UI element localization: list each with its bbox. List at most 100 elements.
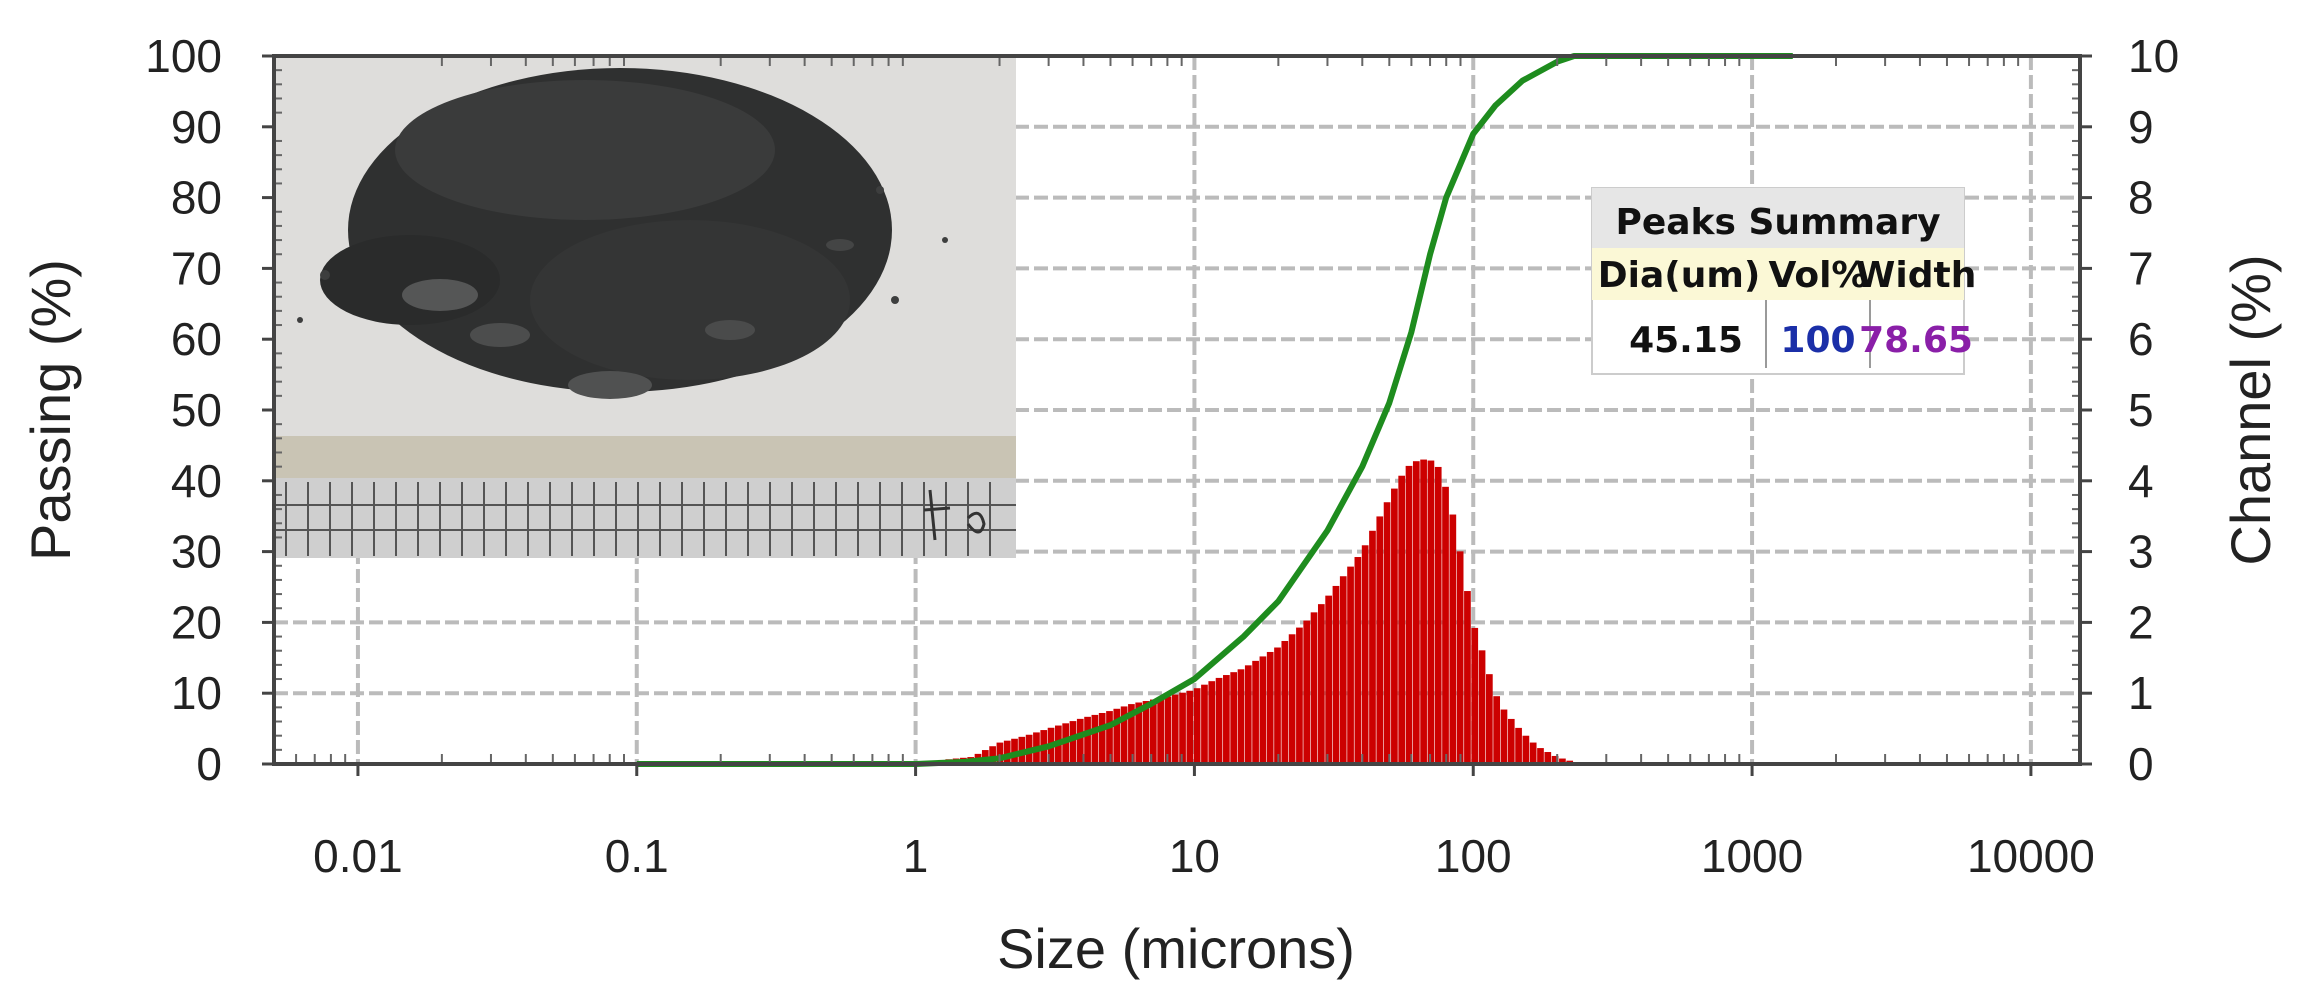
channel-bar	[1361, 545, 1369, 764]
channel-bar	[1376, 516, 1384, 764]
channel-bar	[1420, 459, 1427, 764]
channel-bar	[1369, 530, 1376, 764]
channel-bar	[1069, 721, 1077, 764]
y2-tick-label: 7	[2128, 242, 2154, 294]
y2-tick-label: 9	[2128, 101, 2154, 153]
channel-bar	[1332, 585, 1340, 764]
x-tick-label: 100	[1435, 830, 1512, 882]
channel-bar	[1091, 714, 1099, 764]
y2-tick-label: 0	[2128, 738, 2154, 790]
channel-bar	[1215, 677, 1223, 764]
channel-bar	[1201, 684, 1208, 764]
powder-photo-inset	[274, 56, 1016, 558]
channel-bar	[1149, 699, 1157, 764]
x-tick-label: 0.1	[605, 830, 669, 882]
channel-bar	[1515, 727, 1522, 764]
y2-tick-label: 5	[2128, 384, 2154, 436]
y-tick-label: 60	[171, 313, 222, 365]
channel-bar	[1522, 735, 1530, 764]
channel-bar	[1266, 651, 1274, 764]
channel-bar	[1244, 665, 1252, 764]
channel-bar	[1098, 712, 1106, 764]
channel-bar	[1405, 465, 1413, 764]
channel-bars	[624, 459, 1793, 764]
channel-bar	[1325, 595, 1332, 764]
y-tick-label: 80	[171, 172, 222, 224]
channel-bar	[1164, 696, 1172, 764]
channel-bar	[1500, 709, 1508, 764]
channel-bar	[1142, 701, 1150, 764]
passing-curve	[636, 53, 1793, 767]
channel-bar	[1427, 460, 1435, 764]
channel-bar	[1208, 681, 1216, 764]
channel-bar	[1259, 656, 1267, 764]
peaks-header-width: Width	[1856, 255, 1977, 296]
channel-bar	[1559, 758, 1566, 764]
y-tick-label: 70	[171, 242, 222, 294]
channel-bar	[1537, 748, 1544, 764]
peaks-value-dia: 45.15	[1629, 320, 1743, 361]
channel-bar	[1193, 688, 1201, 764]
channel-bar	[1062, 723, 1070, 764]
channel-bar	[1171, 694, 1179, 764]
y-tick-label: 10	[171, 667, 222, 719]
channel-bar	[1303, 620, 1311, 764]
y-tick-label: 20	[171, 596, 222, 648]
channel-bar	[1464, 591, 1471, 764]
channel-bar	[1544, 752, 1552, 764]
channel-bar	[1347, 566, 1354, 764]
channel-bar	[1274, 647, 1281, 764]
channel-bar	[1084, 716, 1091, 764]
y-tick-label: 90	[171, 101, 222, 153]
peaks-summary-table: Peaks Summary Dia(um) Vol% Width 45.15 1…	[1591, 187, 1977, 375]
channel-bar	[1478, 650, 1486, 764]
passing-curve-group	[636, 53, 1793, 767]
channel-bar	[1106, 711, 1113, 764]
channel-bar	[1120, 706, 1128, 764]
channel-bar	[1529, 742, 1537, 764]
channel-bar	[1237, 669, 1245, 764]
channel-bar	[1449, 514, 1457, 764]
y-tick-label: 50	[171, 384, 222, 436]
channel-bar	[1186, 690, 1194, 764]
channel-bar	[1011, 738, 1018, 764]
y-tick-label: 0	[196, 738, 222, 790]
channel-bar	[1434, 466, 1442, 764]
peaks-header-vol: Vol%	[1768, 255, 1867, 296]
channel-bar	[1252, 660, 1259, 764]
channel-bar	[1288, 634, 1296, 764]
x-tick-label: 1000	[1701, 830, 1803, 882]
tick-labels: 0.01 0.1 1 10 100 1000 10000010203040506070809…	[145, 30, 2179, 882]
channel-bar	[1281, 640, 1289, 764]
y2-tick-label: 4	[2128, 455, 2154, 507]
channel-bar	[1507, 718, 1515, 764]
channel-bar	[1398, 475, 1406, 764]
y-tick-label: 30	[171, 526, 222, 578]
channel-bar	[1456, 551, 1464, 764]
channel-bar	[989, 746, 996, 764]
x-tick-label: 0.01	[313, 830, 403, 882]
channel-bar	[1128, 704, 1135, 764]
y2-tick-label: 6	[2128, 313, 2154, 365]
x-tick-label: 10000	[1967, 830, 2095, 882]
channel-bar	[1157, 698, 1164, 764]
peaks-title: Peaks Summary	[1615, 202, 1940, 243]
peaks-value-width: 78.65	[1859, 320, 1973, 361]
channel-bar	[1223, 675, 1230, 764]
y2-tick-label: 3	[2128, 526, 2154, 578]
peaks-value-vol: 100	[1780, 320, 1855, 361]
channel-bar	[1179, 692, 1186, 764]
y2-tick-label: 1	[2128, 667, 2154, 719]
y2-tick-label: 8	[2128, 172, 2154, 224]
channel-bar	[1310, 612, 1318, 764]
channel-bar	[1442, 486, 1449, 764]
channel-bar	[1383, 502, 1391, 764]
channel-bar	[1135, 702, 1143, 764]
x-axis-title: Size (microns)	[997, 917, 1355, 980]
x-tick-label: 1	[903, 830, 929, 882]
y-axis-title: Passing (%)	[19, 259, 82, 561]
channel-bar	[1317, 604, 1325, 764]
peaks-header-dia: Dia(um)	[1598, 255, 1761, 296]
channel-bar	[1551, 755, 1559, 764]
